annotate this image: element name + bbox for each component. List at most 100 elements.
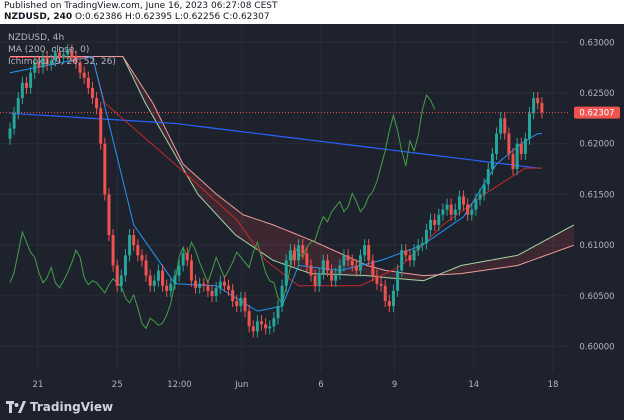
- candle-body: [119, 275, 123, 286]
- tradingview-wordmark: TradingView: [30, 400, 114, 414]
- candle-body: [305, 253, 309, 266]
- cloud-fill: [10, 56, 574, 281]
- candle: [474, 193, 478, 216]
- candle-body: [66, 50, 70, 55]
- candle-body: [86, 77, 90, 88]
- candle: [424, 223, 428, 250]
- candle-body: [453, 209, 457, 215]
- candle-body: [474, 199, 478, 210]
- candle-body: [478, 194, 482, 200]
- candle-body: [523, 138, 527, 154]
- last-price-tag: [574, 106, 620, 119]
- candle-body: [346, 255, 350, 261]
- candle: [218, 275, 222, 294]
- candle-body: [449, 204, 453, 215]
- candle-body: [198, 283, 202, 288]
- candle-body: [169, 283, 173, 291]
- candle-body: [222, 281, 226, 286]
- candle-body: [387, 300, 391, 307]
- candle-body: [367, 245, 371, 261]
- price-tick-label: 0.62000: [579, 140, 614, 150]
- candle-body: [321, 260, 325, 274]
- candle: [334, 267, 338, 287]
- candle: [62, 48, 66, 64]
- time-tick-label: 12:00: [167, 380, 192, 390]
- candle-body: [486, 169, 490, 185]
- candle: [16, 91, 20, 120]
- candle-body: [301, 245, 305, 254]
- candle-body: [173, 275, 177, 284]
- time-tick-label: 6: [318, 380, 323, 390]
- candle: [429, 213, 433, 237]
- time-tick-label: 21: [33, 380, 44, 390]
- candle: [198, 277, 202, 294]
- candle: [470, 203, 474, 221]
- candle-body: [255, 321, 259, 332]
- candle-body: [334, 273, 338, 281]
- candle-body: [495, 133, 499, 154]
- candle: [161, 264, 165, 292]
- candle: [292, 244, 296, 267]
- candle-body: [177, 265, 181, 276]
- candle: [185, 247, 189, 267]
- candle-body: [90, 87, 94, 99]
- candle: [495, 127, 499, 160]
- candle-body: [243, 297, 247, 312]
- conversion-line: [9, 55, 542, 312]
- candle-body: [350, 260, 354, 266]
- candle-body: [148, 275, 152, 286]
- candle: [503, 112, 507, 140]
- candle: [350, 254, 354, 272]
- candle: [445, 198, 449, 216]
- publication-header: Published on TradingView.com, June 16, 2…: [0, 0, 624, 24]
- candle: [515, 137, 519, 176]
- candle-body: [95, 98, 99, 109]
- candle-body: [264, 324, 268, 329]
- price-tick-label: 0.63000: [579, 38, 614, 48]
- candle-body: [507, 133, 511, 154]
- candle: [165, 279, 169, 297]
- candle-body: [227, 285, 231, 290]
- candle: [420, 237, 424, 252]
- candle: [441, 203, 445, 221]
- candle: [148, 269, 152, 292]
- candle: [396, 264, 400, 297]
- candle: [371, 254, 375, 282]
- candle: [342, 249, 346, 272]
- candle-body: [165, 285, 169, 291]
- candle-body: [128, 235, 132, 256]
- candle-body: [284, 260, 288, 286]
- price-chart[interactable]: 0.63000 0.62500 0.62000 0.61500 0.61000 0.605…: [0, 24, 624, 394]
- legend-ichimoku: Ichimoku (9, 26, 52, 26): [8, 57, 116, 67]
- candle: [90, 81, 94, 105]
- candle-body: [115, 265, 119, 286]
- candle-body: [103, 143, 107, 195]
- candle-body: [309, 265, 313, 276]
- candle: [202, 277, 206, 292]
- lagging-span: [9, 93, 436, 330]
- candle: [78, 56, 82, 79]
- candle: [305, 247, 309, 272]
- candle: [478, 188, 482, 206]
- candle-body: [313, 275, 317, 286]
- time-tick-label: 14: [468, 380, 479, 390]
- candle-body: [330, 270, 334, 281]
- candle-body: [214, 287, 218, 296]
- candle-body: [354, 265, 358, 271]
- candle: [95, 91, 99, 115]
- candle: [408, 249, 412, 267]
- candle-body: [363, 245, 367, 256]
- ichimoku-cloud: [10, 55, 575, 282]
- candle: [45, 51, 49, 71]
- candle: [511, 147, 515, 176]
- candle: [367, 239, 371, 267]
- candle-body: [111, 235, 115, 266]
- leading-span-b: [10, 55, 575, 277]
- candle: [338, 259, 342, 280]
- candle-body: [462, 196, 466, 205]
- candle: [536, 91, 540, 110]
- candle: [57, 46, 61, 64]
- candle-body: [292, 250, 296, 261]
- candle-body: [457, 196, 461, 210]
- candle: [20, 76, 24, 105]
